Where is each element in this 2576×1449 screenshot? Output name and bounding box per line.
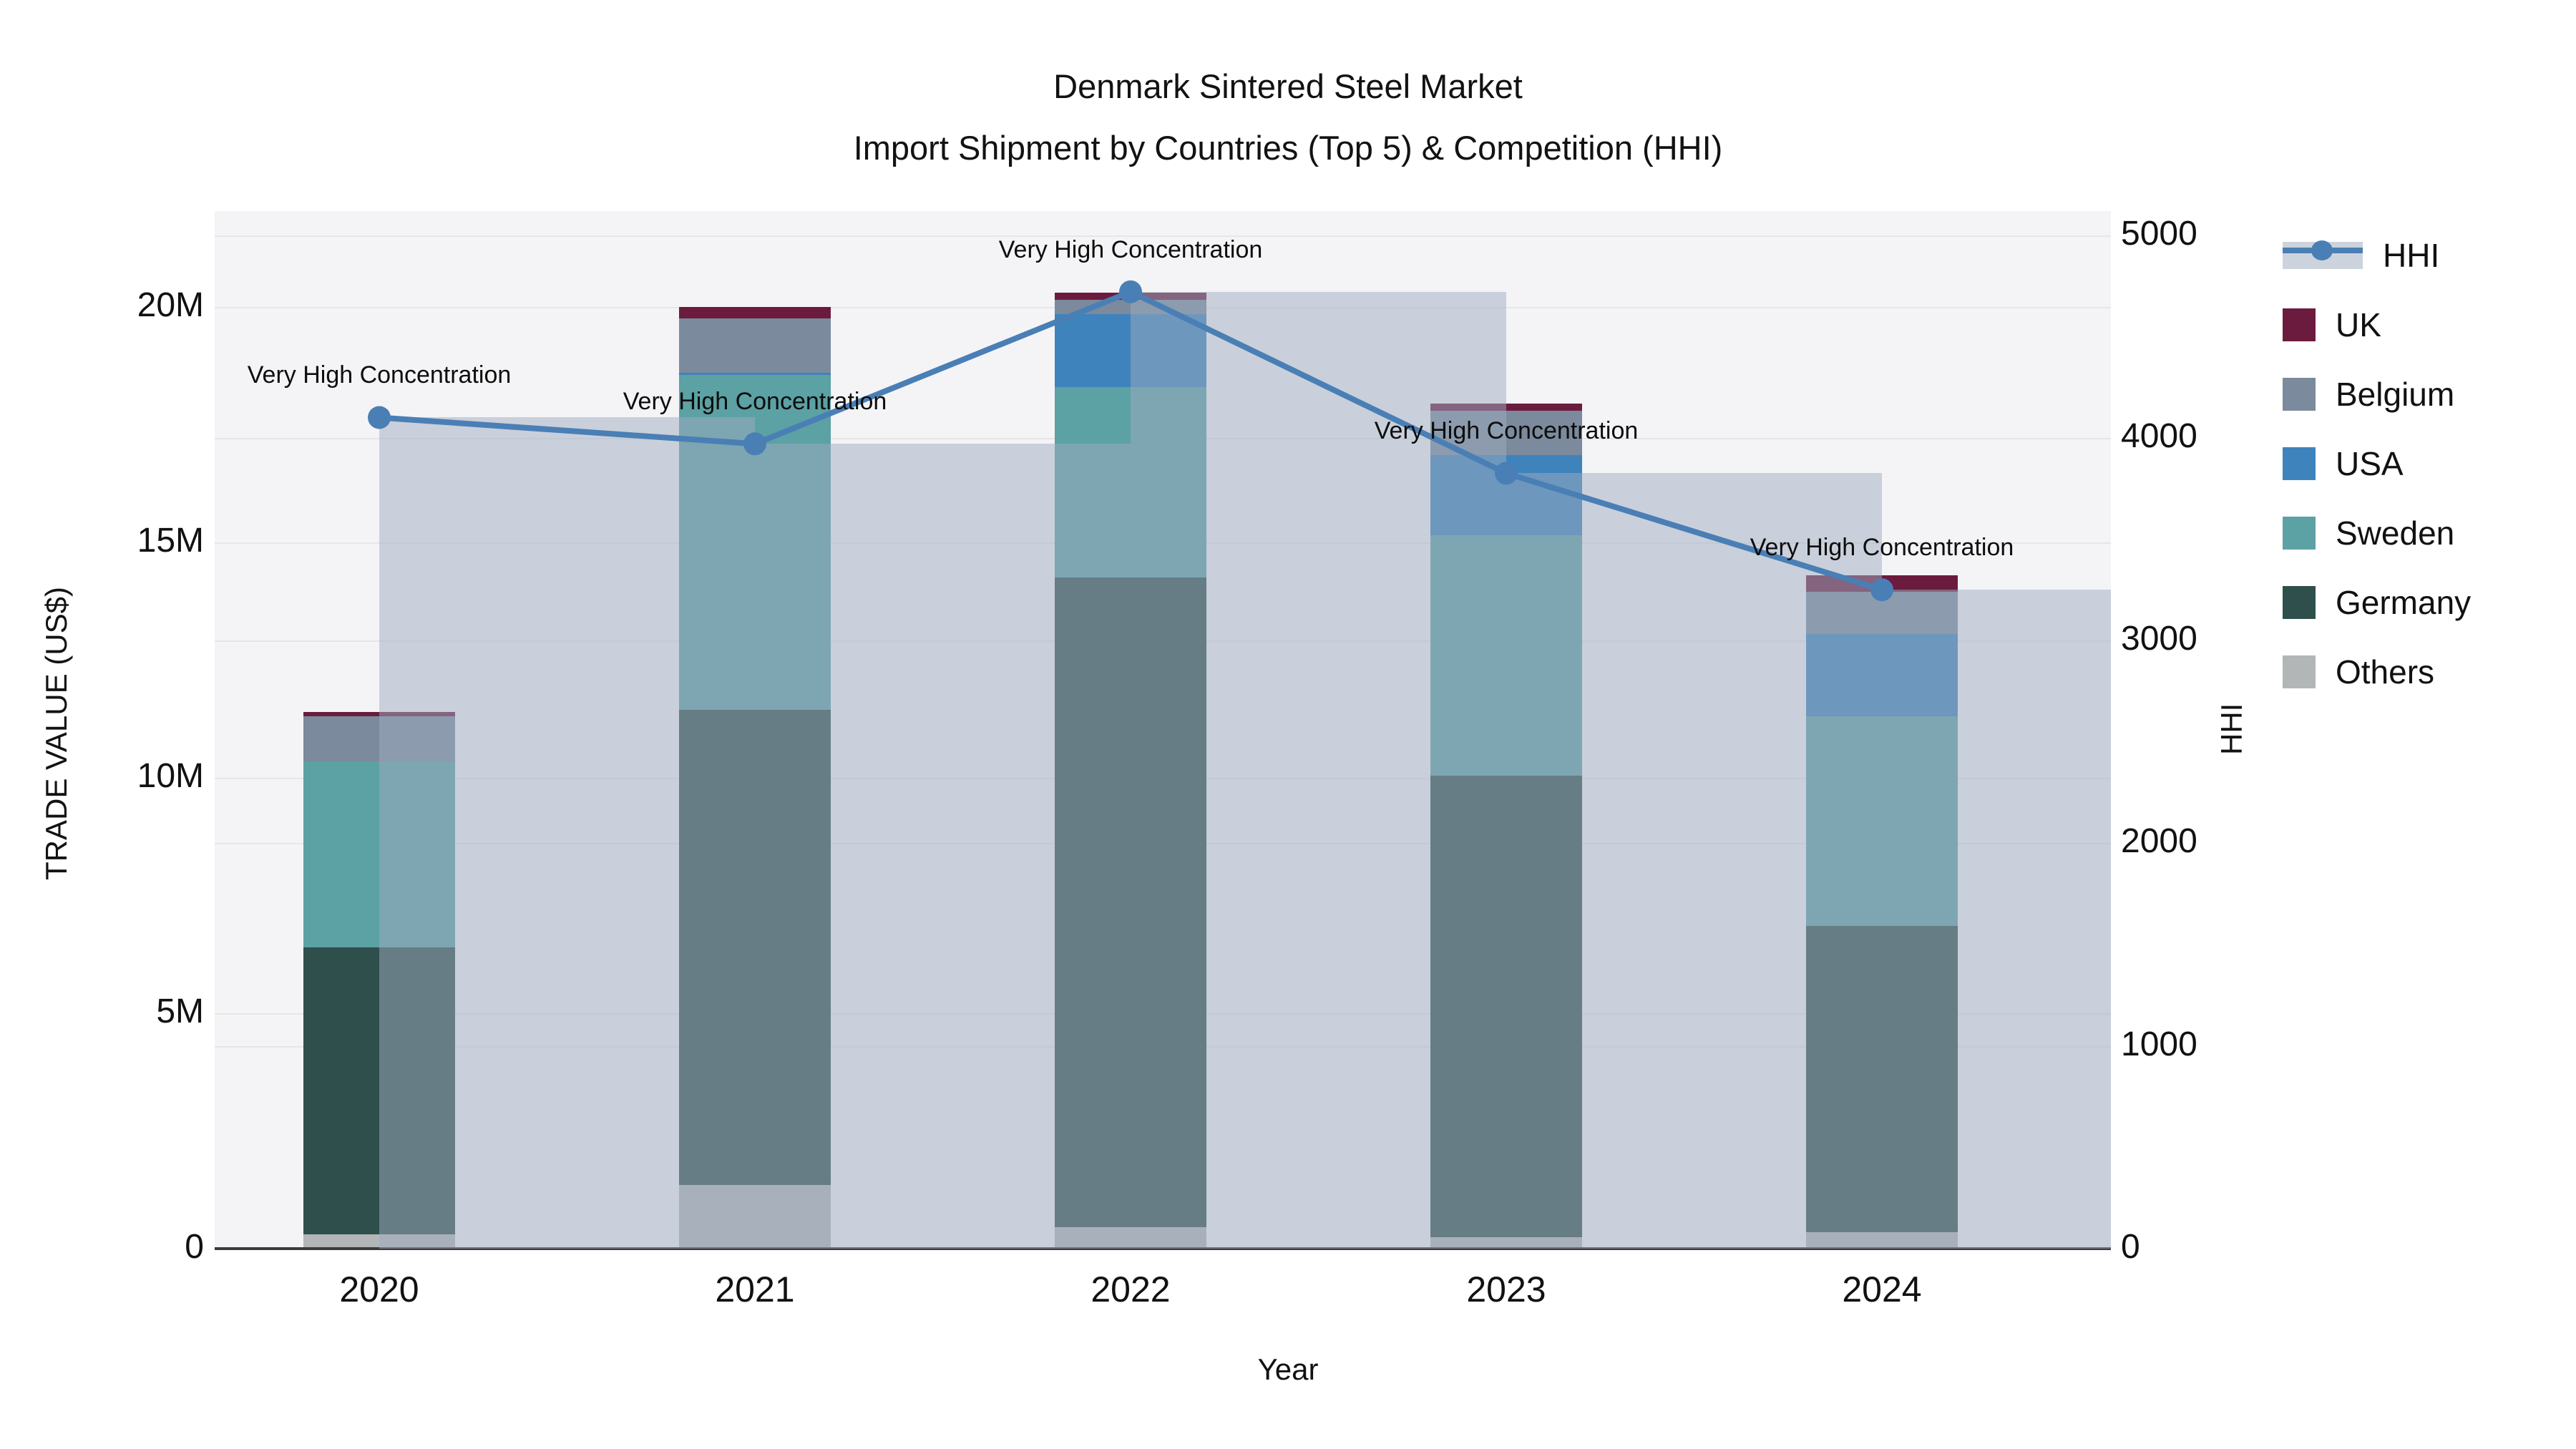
hhi-bar-2020[interactable]	[379, 417, 755, 1249]
hhi-marker-2022[interactable]	[1119, 280, 1142, 303]
legend-swatch-germany	[2283, 586, 2316, 619]
x-tick-label-2021[interactable]: 2021	[715, 1269, 795, 1309]
chart-title-line1: Denmark Sintered Steel Market	[1053, 67, 1523, 105]
legend-item-uk[interactable]: UK	[2283, 306, 2381, 344]
x-axis-line	[215, 1247, 2111, 1250]
legend-item-germany[interactable]: Germany	[2283, 583, 2471, 622]
annotation-2023: Very High Concentration	[1374, 417, 1639, 445]
hhi-marker-2020[interactable]	[368, 406, 391, 429]
legend-label-usa: USA	[2336, 445, 2404, 482]
hhi-bar-2023[interactable]	[1506, 473, 1882, 1249]
hhi-bar-2022[interactable]	[1131, 291, 1506, 1249]
legend-item-belgium[interactable]: Belgium	[2283, 375, 2454, 414]
x-tick-label-2020[interactable]: 2020	[339, 1269, 419, 1309]
bar-2021-uk[interactable]	[679, 307, 831, 319]
legend-hhi-dot	[2311, 240, 2333, 260]
y-tick-label: 15M	[137, 522, 204, 560]
legend-label-hhi: HHI	[2383, 237, 2440, 274]
legend-item-hhi[interactable]: HHI	[2283, 236, 2439, 275]
hhi-bar-2021[interactable]	[755, 444, 1131, 1249]
hhi-line[interactable]	[379, 288, 1883, 593]
y-tick-label: 10M	[137, 757, 204, 795]
annotation-2020: Very High Concentration	[247, 361, 512, 389]
bar-2023-uk[interactable]	[1430, 403, 1582, 411]
y-tick-label: 5M	[156, 992, 204, 1030]
hhi-marker-2021[interactable]	[743, 432, 766, 456]
hhi-bar-2024[interactable]	[1882, 590, 2111, 1249]
y-tick-label: 20M	[137, 286, 204, 324]
legend-swatch-belgium	[2283, 378, 2316, 411]
legend-swatch-others	[2283, 655, 2316, 688]
y-tick-label: 0	[185, 1228, 204, 1266]
legend-label-germany: Germany	[2336, 584, 2472, 621]
chart-title: Denmark Sintered Steel Market Import Shi…	[0, 56, 2576, 179]
x-axis-title: Year	[1257, 1352, 1319, 1386]
y2-tick-label: 0	[2121, 1228, 2140, 1266]
legend-label-uk: UK	[2336, 306, 2381, 343]
bar-2021-usa[interactable]	[679, 373, 831, 376]
legend-item-sweden[interactable]: Sweden	[2283, 514, 2454, 552]
gridline-hhi-5000	[215, 235, 2111, 237]
y2-tick-label: 2000	[2121, 822, 2197, 861]
legend-label-others: Others	[2336, 653, 2435, 691]
y2-tick-label: 4000	[2121, 416, 2197, 455]
legend-label-sweden: Sweden	[2336, 514, 2455, 552]
hhi-marker-2024[interactable]	[1870, 578, 1893, 602]
legend-label-belgium: Belgium	[2336, 376, 2455, 413]
y2-tick-label: 5000	[2121, 214, 2197, 253]
legend-item-usa[interactable]: USA	[2283, 444, 2404, 483]
hhi-marker-2023[interactable]	[1495, 462, 1518, 485]
legend-swatch-sweden	[2283, 517, 2316, 550]
chart-title-line2: Import Shipment by Countries (Top 5) & C…	[853, 129, 1723, 167]
x-tick-label-2022[interactable]: 2022	[1091, 1269, 1171, 1309]
y2-tick-label: 1000	[2121, 1025, 2197, 1063]
x-tick-label-2024[interactable]: 2024	[1842, 1269, 1922, 1309]
legend-swatch-uk	[2283, 308, 2316, 341]
x-tick-label-2023[interactable]: 2023	[1466, 1269, 1546, 1309]
annotation-2024: Very High Concentration	[1750, 534, 2014, 562]
annotation-2022: Very High Concentration	[998, 235, 1263, 263]
annotation-2021: Very High Concentration	[623, 388, 887, 416]
bar-2021-belgium[interactable]	[679, 318, 831, 374]
y2-tick-label: 3000	[2121, 620, 2197, 658]
legend-hhi-marker	[2283, 240, 2363, 269]
legend-item-others[interactable]: Others	[2283, 653, 2434, 691]
legend-swatch-usa	[2283, 447, 2316, 480]
